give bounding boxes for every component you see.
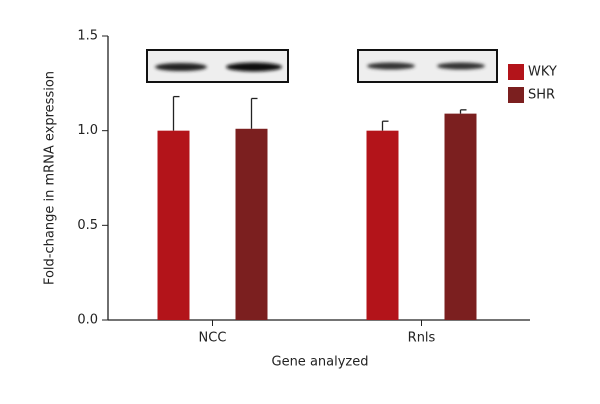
x-tick-label: Rnls [408,331,436,346]
blot-ncc [146,49,289,83]
y-axis-label: Fold-change in mRNA expression [43,71,58,285]
blot-rnls [357,49,498,83]
legend-label: SHR [528,88,555,103]
y-tick-label: 0.0 [77,313,98,328]
bar [366,130,399,320]
legend-swatch [508,87,524,103]
y-tick-label: 1.0 [77,123,98,138]
legend-swatch [508,64,524,80]
x-axis-label: Gene analyzed [272,355,369,370]
legend-label: WKY [528,65,557,80]
y-tick-label: 0.5 [77,218,98,233]
bar [444,113,477,320]
x-tick-label: NCC [199,331,227,346]
bar [157,130,190,320]
bar [235,128,268,320]
y-tick-label: 1.5 [77,29,98,44]
